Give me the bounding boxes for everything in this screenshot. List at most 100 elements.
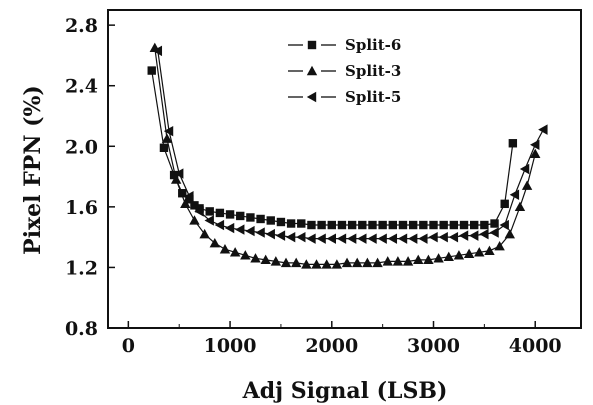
data-point (521, 180, 533, 190)
data-point (331, 259, 343, 269)
data-point (392, 256, 404, 266)
data-point (458, 230, 469, 241)
data-point (178, 189, 187, 198)
x-tick-label: 0 (122, 335, 135, 357)
data-point (296, 231, 306, 243)
data-point (367, 233, 377, 244)
data-point (159, 143, 169, 152)
data-point (189, 215, 200, 225)
data-point (418, 233, 428, 244)
y-tick-label: 1.2 (65, 257, 98, 279)
legend-label: Split-5 (345, 88, 401, 106)
legend-item: Split-3 (288, 62, 401, 80)
data-point (235, 224, 245, 235)
legend-marker (307, 40, 317, 50)
data-point (504, 228, 515, 239)
legend: Split-6 Split-3 Split-5 (288, 36, 401, 106)
data-point (388, 220, 398, 230)
legend-marker (306, 65, 318, 76)
data-point (372, 257, 383, 268)
data-point (453, 250, 465, 260)
data-point (397, 233, 408, 244)
data-point (448, 231, 459, 243)
data-point (194, 206, 204, 217)
data-point (402, 256, 414, 266)
data-point (341, 257, 353, 268)
series-line (151, 70, 514, 226)
x-tick-label: 3000 (407, 335, 460, 357)
data-point (317, 220, 326, 230)
data-point (439, 220, 448, 230)
data-point (463, 248, 475, 258)
x-tick-label: 4000 (509, 335, 562, 357)
data-point (530, 148, 541, 159)
data-point (500, 199, 509, 209)
data-point (423, 254, 434, 265)
data-point (256, 214, 265, 224)
data-point (468, 230, 479, 241)
y-tick-label: 2.0 (65, 136, 98, 158)
data-point (387, 233, 398, 244)
data-point (429, 220, 438, 230)
data-point (449, 220, 459, 230)
data-point (428, 231, 438, 243)
data-point (494, 241, 505, 251)
data-point (306, 233, 316, 244)
data-point (195, 204, 204, 213)
data-point (508, 139, 518, 148)
data-point (407, 233, 418, 244)
data-point (326, 233, 336, 244)
data-point (170, 174, 182, 184)
data-point (438, 231, 448, 243)
data-point (209, 238, 221, 248)
data-point (190, 201, 199, 210)
data-point (147, 66, 156, 75)
x-tick-label: 1000 (204, 335, 257, 357)
data-point (362, 257, 373, 268)
data-point (240, 250, 251, 260)
data-point (280, 257, 292, 268)
legend-item: Split-5 (288, 88, 401, 106)
data-point (346, 233, 357, 244)
data-point (169, 170, 179, 180)
data-point (285, 231, 296, 243)
data-point (307, 220, 316, 230)
data-point (290, 257, 302, 268)
data-point (357, 233, 367, 244)
data-point (519, 163, 530, 175)
data-point (205, 207, 214, 216)
data-point (260, 254, 271, 265)
data-point (469, 220, 479, 230)
data-point (316, 233, 326, 244)
y-tick-label: 2.4 (65, 76, 98, 98)
data-point (275, 230, 286, 241)
data-point (530, 139, 540, 150)
data-point (245, 225, 255, 237)
data-point (185, 195, 194, 204)
data-point (479, 228, 489, 240)
data-point (224, 222, 235, 234)
data-point (311, 259, 322, 269)
data-point (489, 227, 499, 238)
data-point (484, 245, 495, 255)
data-point (336, 233, 347, 244)
data-point (408, 220, 418, 230)
y-tick-label: 0.8 (65, 318, 98, 340)
data-point (490, 219, 499, 228)
legend-label: Split-6 (345, 36, 401, 54)
data-point (474, 247, 485, 257)
data-point (270, 256, 282, 266)
data-point (266, 216, 275, 225)
data-point (377, 233, 387, 244)
legend-label: Split-3 (345, 62, 401, 80)
data-point (499, 219, 509, 231)
data-point (398, 220, 408, 230)
data-point (337, 220, 347, 230)
series-split-6 (147, 66, 518, 230)
data-point (413, 254, 424, 265)
y-tick-label: 2.8 (65, 15, 98, 37)
data-point (161, 133, 173, 143)
axes: 0 1000 2000 3000 4000 0.8 1.2 1.6 2.0 2.4 2.8 (65, 15, 562, 357)
data-point (538, 124, 548, 135)
